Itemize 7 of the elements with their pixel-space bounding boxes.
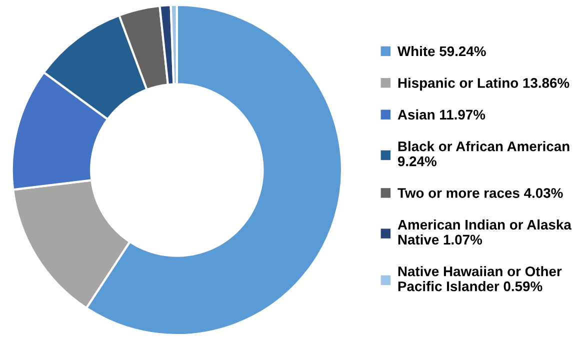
legend-label: White 59.24%: [397, 46, 486, 56]
legend-label: American Indian or Alaska Native 1.07%: [398, 219, 572, 245]
legend-label: Asian 11.97%: [398, 109, 486, 120]
legend-label: Black or African American 9.24%: [398, 141, 570, 166]
legend-label: Hispanic or Latino 13.86%: [398, 78, 570, 91]
legend-label: Two or more races 4.03%: [398, 188, 563, 198]
legend-label: Native Hawaiian or Other Pacific Islander 0.59%: [398, 266, 562, 292]
